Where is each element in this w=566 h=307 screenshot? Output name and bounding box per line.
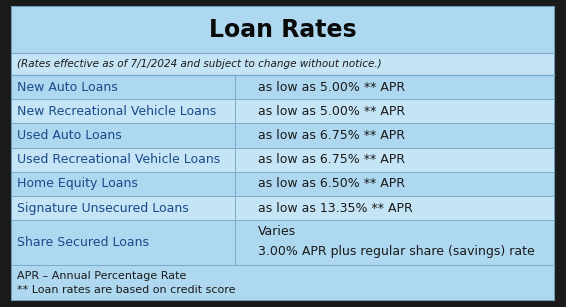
Text: Loan Rates: Loan Rates: [209, 18, 357, 42]
Text: as low as 6.75% ** APR: as low as 6.75% ** APR: [258, 153, 405, 166]
Text: New Auto Loans: New Auto Loans: [17, 80, 118, 94]
FancyBboxPatch shape: [12, 196, 554, 220]
Text: Used Recreational Vehicle Loans: Used Recreational Vehicle Loans: [17, 153, 220, 166]
FancyBboxPatch shape: [12, 172, 554, 196]
FancyBboxPatch shape: [12, 99, 554, 123]
Text: Varies: Varies: [258, 225, 295, 238]
FancyBboxPatch shape: [12, 75, 554, 99]
Text: Home Equity Loans: Home Equity Loans: [17, 177, 138, 190]
Text: 3.00% APR plus regular share (savings) rate: 3.00% APR plus regular share (savings) r…: [258, 245, 534, 258]
FancyBboxPatch shape: [12, 220, 554, 265]
Text: Signature Unsecured Loans: Signature Unsecured Loans: [17, 202, 188, 215]
FancyBboxPatch shape: [12, 53, 554, 75]
FancyBboxPatch shape: [12, 123, 554, 148]
Text: as low as 6.50% ** APR: as low as 6.50% ** APR: [258, 177, 405, 190]
Text: ** Loan rates are based on credit score: ** Loan rates are based on credit score: [17, 286, 235, 295]
Text: as low as 5.00% ** APR: as low as 5.00% ** APR: [258, 105, 405, 118]
Text: Used Auto Loans: Used Auto Loans: [17, 129, 122, 142]
FancyBboxPatch shape: [12, 7, 554, 300]
Text: (Rates effective as of 7/1/2024 and subject to change without notice.): (Rates effective as of 7/1/2024 and subj…: [17, 59, 381, 69]
Text: New Recreational Vehicle Loans: New Recreational Vehicle Loans: [17, 105, 216, 118]
Text: as low as 13.35% ** APR: as low as 13.35% ** APR: [258, 202, 412, 215]
Text: as low as 6.75% ** APR: as low as 6.75% ** APR: [258, 129, 405, 142]
Text: APR – Annual Percentage Rate: APR – Annual Percentage Rate: [17, 270, 186, 281]
Text: Share Secured Loans: Share Secured Loans: [17, 236, 149, 249]
FancyBboxPatch shape: [12, 7, 554, 53]
Text: as low as 5.00% ** APR: as low as 5.00% ** APR: [258, 80, 405, 94]
FancyBboxPatch shape: [12, 148, 554, 172]
FancyBboxPatch shape: [12, 265, 554, 300]
